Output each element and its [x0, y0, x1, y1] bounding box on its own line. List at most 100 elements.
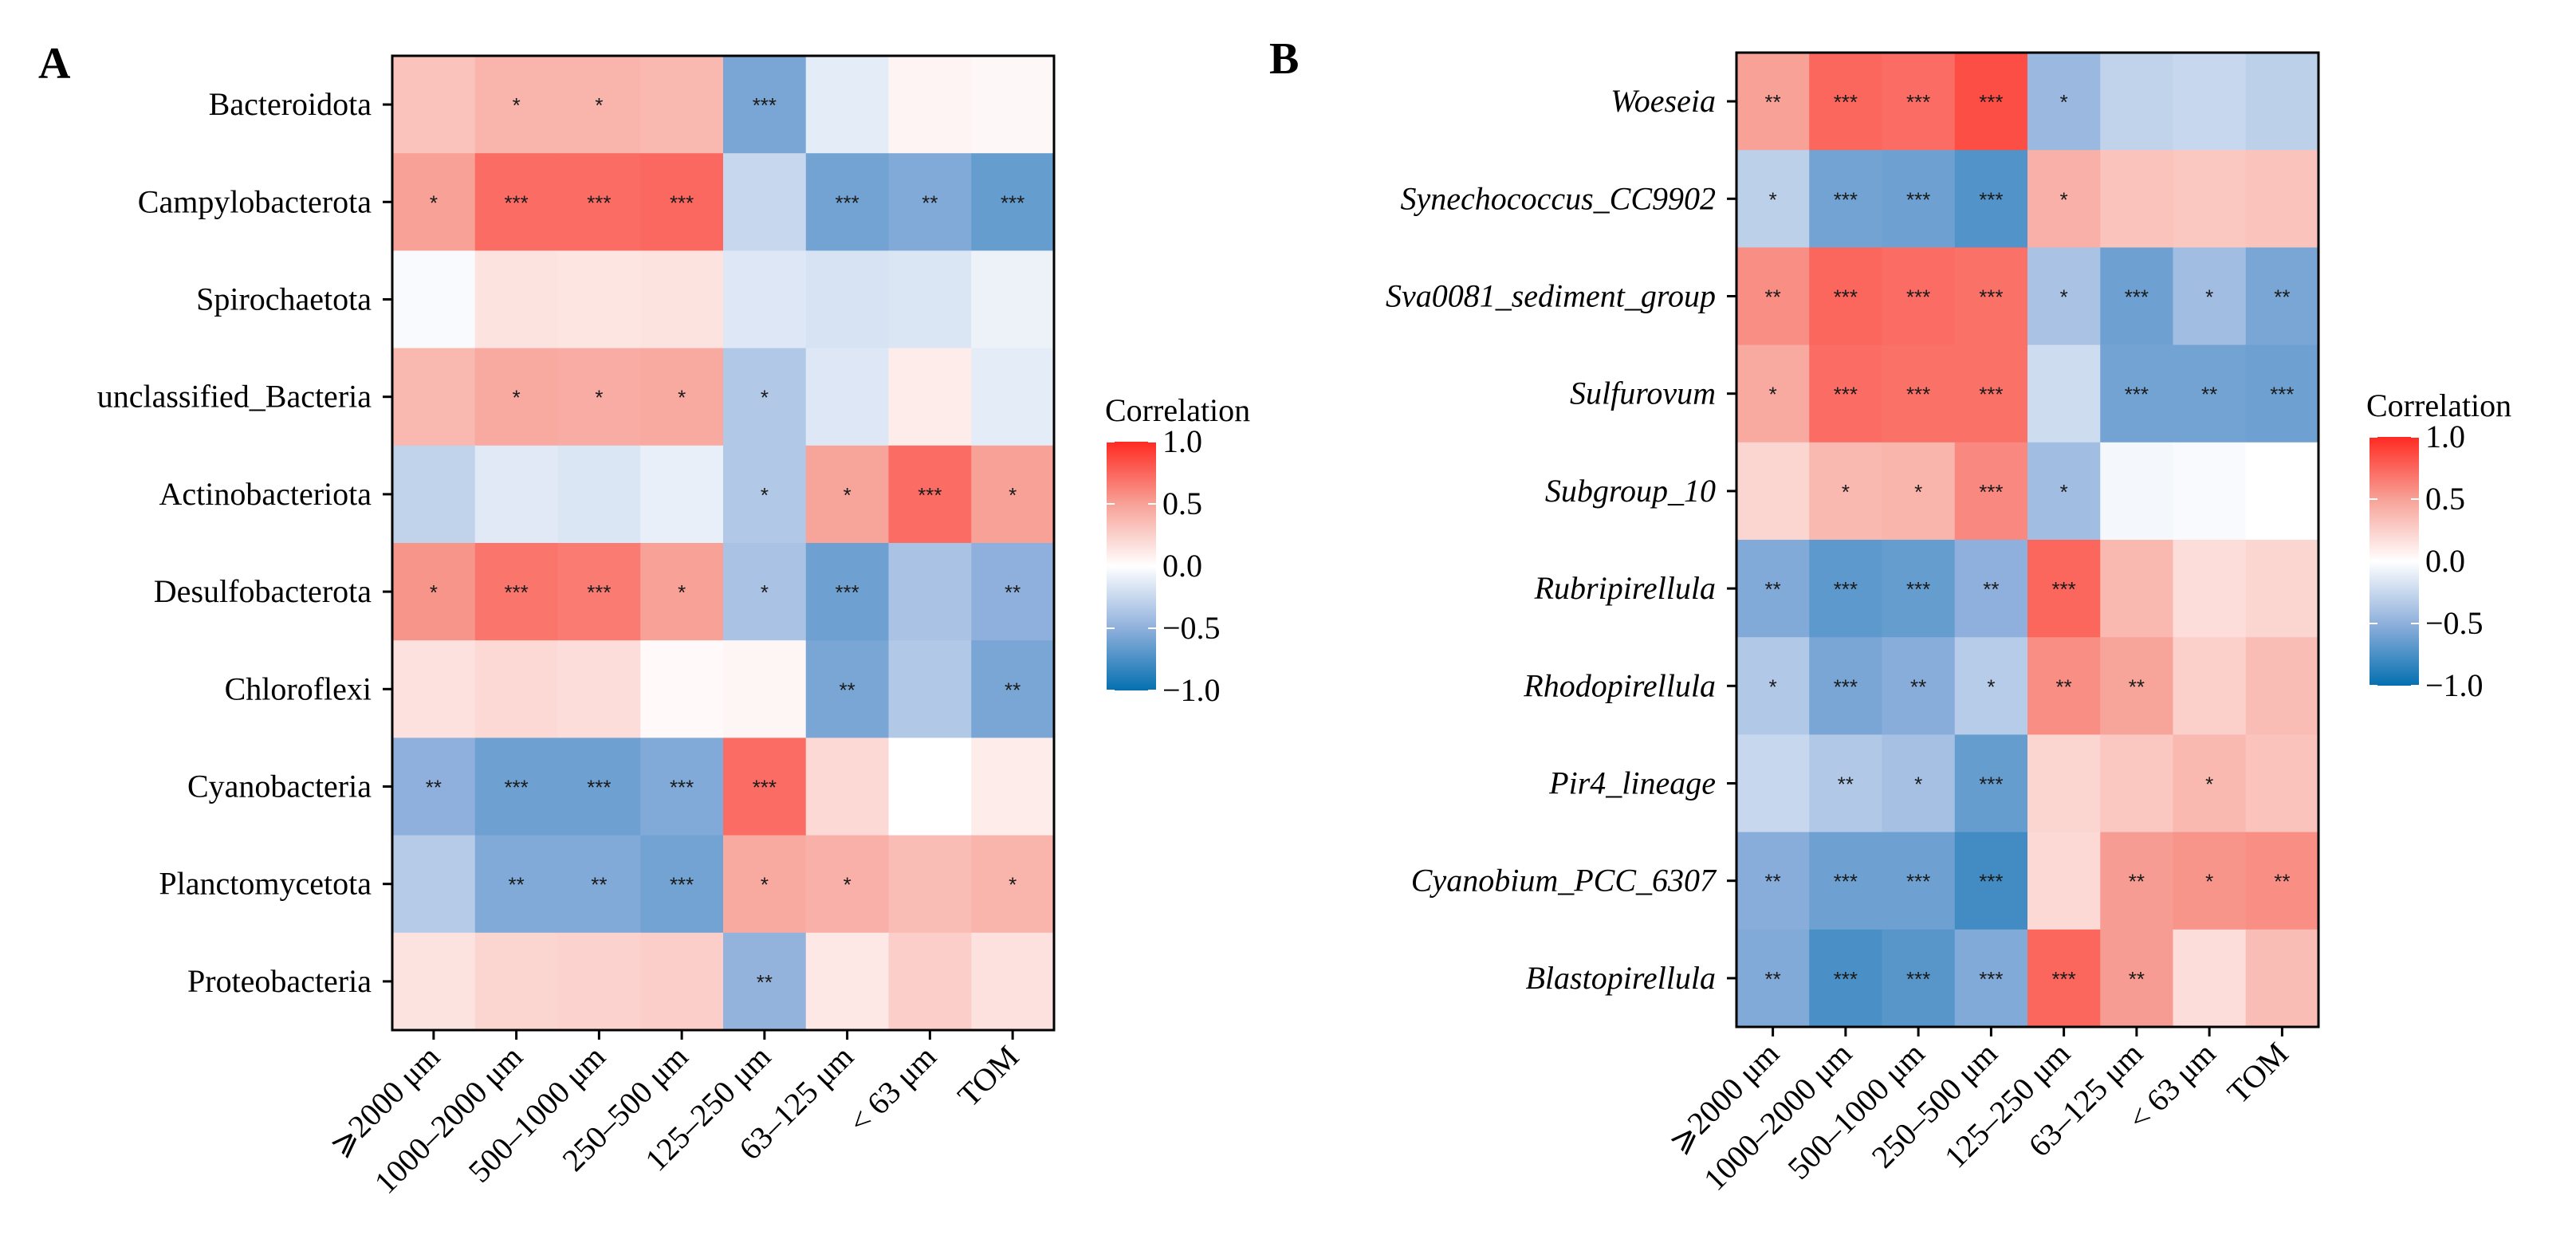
- panel-a-significance-mark: ***: [670, 776, 694, 800]
- panel-b-significance-mark: **: [1765, 577, 1781, 601]
- panel-b-significance-mark: ***: [2125, 383, 2149, 407]
- panel-b-significance-mark: ***: [1834, 90, 1858, 114]
- panel-a-colorbar-tick-label: −1.0: [1162, 672, 1221, 708]
- panel-b-significance-mark: **: [1765, 870, 1781, 894]
- panel-b-significance-mark: **: [1765, 90, 1781, 114]
- panel-a-cell: [723, 835, 807, 934]
- panel-b-cell: [2245, 344, 2319, 443]
- panel-a-significance-mark: **: [757, 970, 773, 994]
- panel-b-significance-mark: ***: [1906, 870, 1930, 894]
- panel-a-cell: [557, 445, 641, 544]
- panel-b-cell: [2173, 637, 2247, 735]
- panel-a-significance-mark: ***: [753, 93, 777, 117]
- panel-a-significance-mark: ***: [1001, 191, 1025, 214]
- panel-b-cell: [1882, 442, 1956, 541]
- panel-a-cell: [971, 640, 1055, 738]
- panel-b-cell: [2173, 734, 2247, 833]
- panel-a-cell: [723, 737, 807, 836]
- panel-a-significance-mark: ***: [504, 580, 528, 604]
- panel-a-cell: [888, 348, 972, 446]
- panel-a-cell: [971, 737, 1055, 836]
- panel-b-significance-mark: ***: [2051, 577, 2075, 601]
- panel-b-significance-mark: ***: [1906, 577, 1930, 601]
- panel-a-cell: [971, 932, 1055, 1031]
- panel-b-significance-mark: ***: [1979, 187, 2003, 211]
- panel-b-significance-mark: ***: [2125, 285, 2149, 309]
- panel-a-cell: [557, 543, 641, 641]
- panel-a-significance-mark: **: [1005, 580, 1021, 604]
- panel-b-cell: [1954, 442, 2028, 541]
- panel-a-cell: [640, 835, 724, 934]
- panel-a-column-label: < 63 μm: [841, 1039, 942, 1140]
- panel-b-row-label: Pir4_lineage: [1548, 765, 1716, 801]
- panel-b-cell: [2245, 442, 2319, 541]
- panel-a-cell: [640, 250, 724, 349]
- panel-a-cell: [888, 250, 972, 349]
- panel-a-row-label: Chloroflexi: [225, 671, 372, 706]
- panel-b-significance-mark: *: [1914, 773, 1922, 796]
- panel-a-significance-mark: *: [678, 386, 686, 410]
- panel-b-significance-mark: *: [1842, 480, 1850, 504]
- panel-b-significance-mark: *: [2060, 480, 2068, 504]
- panel-b-cell: [1882, 929, 1956, 1028]
- panel-b-cell: [2173, 247, 2247, 346]
- panel-b-significance-mark: ***: [1834, 870, 1858, 894]
- panel-b-cell: [2027, 53, 2101, 151]
- panel-b-significance-mark: *: [1987, 675, 1995, 698]
- panel-a-cell: [557, 153, 641, 251]
- panel-a-cell: [888, 445, 972, 544]
- panel-a-cell: [805, 153, 890, 251]
- panel-b-cell: [1809, 637, 1883, 735]
- panel-b-significance-mark: **: [1765, 285, 1781, 309]
- panel-a-significance-mark: *: [761, 386, 769, 410]
- panel-b-cell: [2027, 832, 2101, 930]
- panel-b-significance-mark: *: [2205, 773, 2213, 796]
- panel-a-significance-mark: *: [761, 580, 769, 604]
- panel-b-colorbar-tick-label: 0.5: [2425, 481, 2465, 517]
- panel-a-cell: [557, 640, 641, 738]
- panel-b-cell: [2100, 540, 2174, 638]
- panel-a-cell: [971, 445, 1055, 544]
- panel-b-cell: [1736, 734, 1810, 833]
- panel-a-cell: [805, 640, 890, 738]
- panel-b-significance-mark: ***: [1979, 285, 2003, 309]
- panel-a-cell: [805, 250, 890, 349]
- panel-a-cell: [640, 737, 724, 836]
- panel-b-row-label: Synechococcus_CC9902: [1401, 180, 1716, 216]
- panel-b-cell: [1809, 540, 1883, 638]
- panel-b-cell: [2027, 734, 2101, 833]
- panel-b-cell: [1736, 247, 1810, 346]
- panel-a-significance-mark: ***: [835, 191, 859, 214]
- panel-a-colorbar-tick-label: 0.5: [1162, 486, 1202, 521]
- panel-b-cell: [2173, 929, 2247, 1028]
- panel-b-cell: [2100, 832, 2174, 930]
- panel-b-significance-mark: **: [1765, 967, 1781, 991]
- panel-a-row-label: Spirochaetota: [196, 281, 372, 317]
- panel-b-legend-title: Correlation: [2366, 387, 2511, 423]
- panel-b-significance-mark: ***: [1979, 480, 2003, 504]
- panel-a-cell: [557, 250, 641, 349]
- panel-b-cell: [1736, 637, 1810, 735]
- panel-b-cell: [1809, 832, 1883, 930]
- panel-a-colorbar-tick-label: 1.0: [1162, 423, 1202, 459]
- panel-a-significance-mark: **: [426, 776, 442, 800]
- panel-b-cell: [1882, 734, 1956, 833]
- panel-b-row-label: Sva0081_sediment_group: [1386, 278, 1716, 314]
- panel-a-significance-mark: ***: [918, 483, 942, 507]
- panel-a-cell: [392, 153, 476, 251]
- panel-b-cell: [2173, 344, 2247, 443]
- panel-a-significance-mark: **: [591, 873, 607, 897]
- panel-a-cell: [392, 932, 476, 1031]
- panel-a-cell: [723, 56, 807, 154]
- panel-b-significance-mark: ***: [1834, 577, 1858, 601]
- panel-a-cell: [474, 445, 559, 544]
- panel-a-significance-mark: *: [761, 873, 769, 897]
- panel-b-cell: [1736, 344, 1810, 443]
- panel-b-cell: [2245, 53, 2319, 151]
- panel-b-cell: [2100, 247, 2174, 346]
- panel-b-label: B: [1269, 34, 1299, 84]
- panel-b-significance-mark: *: [2205, 870, 2213, 894]
- panel-b-significance-mark: *: [2060, 285, 2068, 309]
- panel-b-cell: [1882, 344, 1956, 443]
